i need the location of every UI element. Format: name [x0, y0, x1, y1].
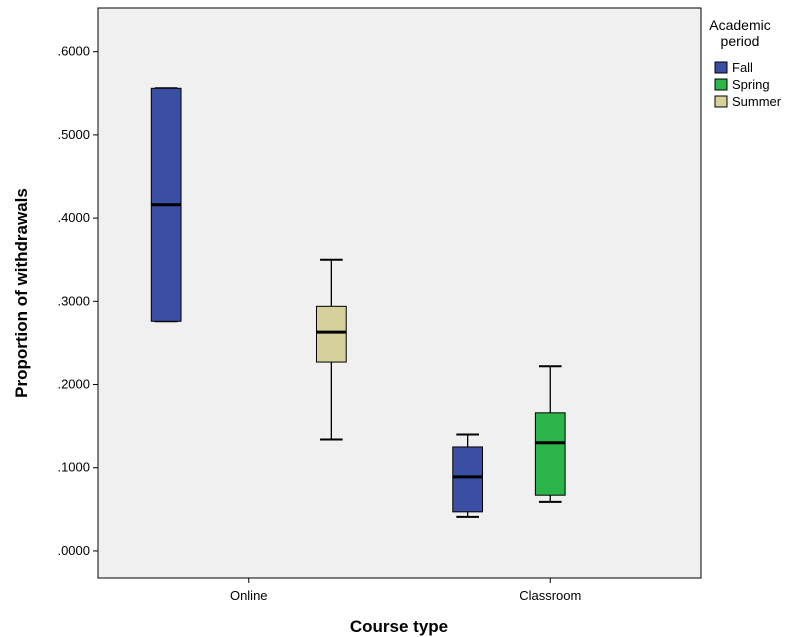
y-axis: .0000 .1000 .2000 .3000 .4000 .5000 .6000 [57, 44, 98, 558]
legend-label-fall: Fall [732, 60, 753, 75]
legend-title-line2: period [721, 33, 760, 49]
y-tick-label: .1000 [57, 460, 90, 475]
box-online-fall [150, 87, 182, 323]
iqr-box [534, 412, 566, 496]
y-tick-label: .3000 [57, 293, 90, 308]
legend: Academic period Fall Spring Summer [709, 17, 782, 109]
iqr-box [315, 305, 347, 363]
box-classroom-fall [452, 433, 484, 518]
legend-title-line1: Academic [709, 17, 770, 33]
y-tick-label: .6000 [57, 44, 90, 59]
legend-swatch-fall [714, 61, 728, 74]
y-axis-title: Proportion of withdrawals [12, 188, 31, 398]
box-classroom-spring [534, 365, 566, 503]
iqr-box [452, 446, 484, 513]
x-axis-title: Course type [350, 617, 448, 636]
x-tick-label: Online [230, 588, 268, 603]
y-tick-label: .5000 [57, 127, 90, 142]
x-axis: Online Classroom [230, 578, 581, 603]
plot-area [97, 7, 702, 579]
legend-swatch-summer [714, 95, 728, 108]
y-tick-label: .0000 [57, 543, 90, 558]
box-online-summer [315, 258, 347, 441]
legend-swatch-spring [714, 78, 728, 91]
y-tick-label: .4000 [57, 210, 90, 225]
legend-label-spring: Spring [732, 77, 770, 92]
legend-label-summer: Summer [732, 94, 782, 109]
x-tick-label: Classroom [519, 588, 581, 603]
y-tick-label: .2000 [57, 377, 90, 392]
boxes-group [150, 87, 566, 518]
